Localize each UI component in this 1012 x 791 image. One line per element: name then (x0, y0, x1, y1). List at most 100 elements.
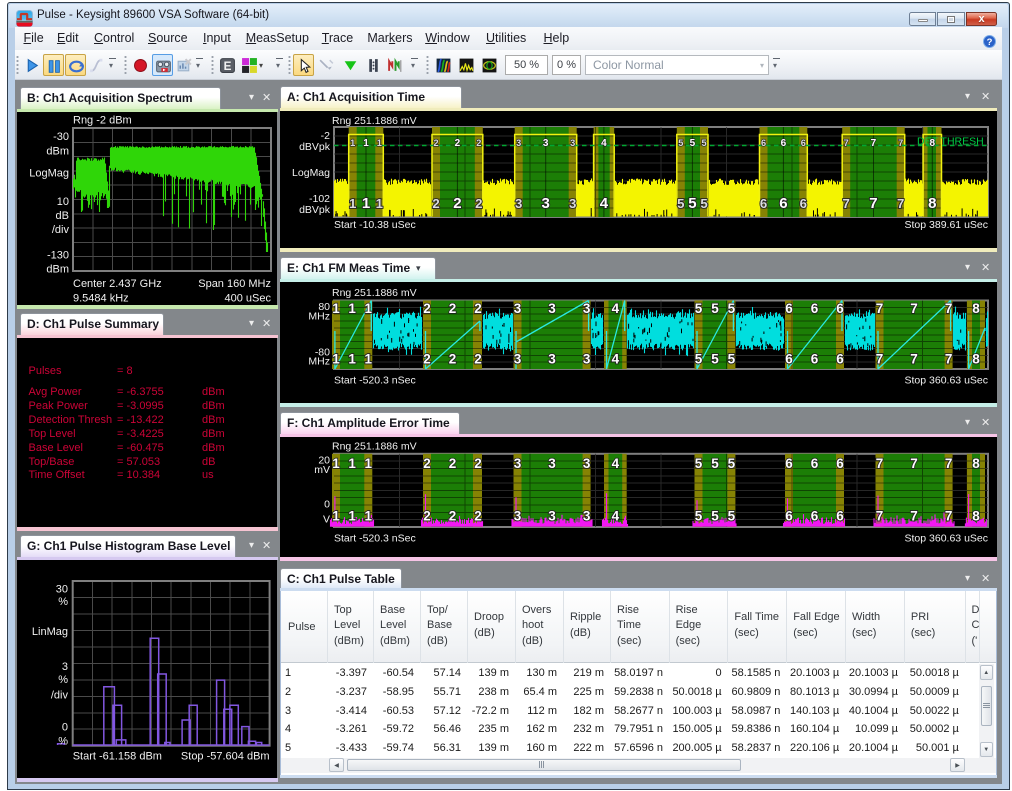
svg-text:7: 7 (910, 456, 918, 471)
svg-text:6: 6 (836, 301, 844, 316)
svg-text:7: 7 (876, 352, 884, 367)
svg-text:2: 2 (449, 301, 457, 316)
svg-text:3: 3 (514, 352, 522, 367)
svg-text:10: 10 (57, 196, 69, 208)
svg-text:5: 5 (728, 509, 736, 524)
svg-text:6: 6 (785, 509, 793, 524)
svg-text:3: 3 (583, 352, 591, 367)
svg-text:9.5484 kHz: 9.5484 kHz (73, 293, 129, 305)
svg-text:3: 3 (548, 509, 556, 524)
svg-text:dBVpk: dBVpk (299, 204, 331, 216)
svg-text:%: % (58, 674, 68, 686)
svg-text:2: 2 (423, 456, 431, 471)
svg-text:Stop 360.63 uSec: Stop 360.63 uSec (905, 375, 988, 387)
svg-text:7: 7 (945, 509, 953, 524)
svg-text:7: 7 (945, 301, 953, 316)
svg-text:2: 2 (474, 352, 482, 367)
svg-text:3: 3 (514, 301, 522, 316)
svg-text:2: 2 (474, 456, 482, 471)
svg-text:1: 1 (365, 456, 373, 471)
svg-text:4: 4 (612, 456, 620, 471)
svg-text:6: 6 (801, 138, 806, 148)
svg-text:5: 5 (677, 196, 684, 211)
svg-text:6: 6 (761, 138, 766, 148)
svg-text:Rng -2 dBm: Rng -2 dBm (73, 115, 132, 127)
svg-text:6: 6 (836, 352, 844, 367)
svg-text:-130: -130 (47, 250, 69, 262)
svg-text:2: 2 (475, 196, 482, 211)
svg-text:2: 2 (449, 509, 457, 524)
svg-text:6: 6 (811, 301, 819, 316)
svg-text:20: 20 (318, 455, 330, 467)
svg-text:1: 1 (348, 352, 356, 367)
svg-text:3: 3 (543, 138, 549, 149)
svg-text:3: 3 (570, 138, 575, 148)
svg-text:/div: /div (52, 224, 70, 236)
svg-text:E: E (224, 60, 232, 73)
svg-text:6: 6 (811, 456, 819, 471)
svg-text:4: 4 (612, 301, 620, 316)
svg-text:-80: -80 (315, 347, 330, 359)
svg-text:LinMag: LinMag (32, 626, 68, 638)
svg-text:2: 2 (453, 195, 461, 212)
svg-text:1: 1 (365, 509, 373, 524)
svg-text:Rng 251.1886 mV: Rng 251.1886 mV (332, 441, 417, 453)
svg-text:2: 2 (474, 301, 482, 316)
svg-text:6: 6 (779, 195, 787, 212)
svg-text:2: 2 (423, 509, 431, 524)
svg-text:3: 3 (514, 509, 522, 524)
svg-text:7: 7 (876, 456, 884, 471)
svg-text:3: 3 (548, 456, 556, 471)
svg-text:5: 5 (700, 196, 707, 211)
svg-text:3: 3 (514, 456, 522, 471)
svg-text:1: 1 (349, 196, 356, 211)
svg-text:5: 5 (690, 138, 696, 149)
svg-text:30: 30 (56, 583, 68, 595)
svg-text:5: 5 (728, 301, 736, 316)
svg-text:1: 1 (365, 352, 373, 367)
svg-text:/div: /div (51, 690, 69, 702)
svg-text:DET THRESH: DET THRESH (917, 136, 984, 148)
svg-text:%: % (58, 736, 68, 748)
svg-text:4: 4 (612, 352, 620, 367)
svg-text:5: 5 (695, 456, 703, 471)
svg-text:?: ? (987, 37, 993, 48)
svg-text:1: 1 (350, 138, 355, 148)
svg-text:-2: -2 (321, 130, 330, 142)
svg-text:7: 7 (843, 196, 850, 211)
svg-text:6: 6 (760, 196, 767, 211)
svg-text:3: 3 (569, 196, 576, 211)
svg-text:MHz: MHz (308, 356, 330, 368)
svg-text:2: 2 (423, 352, 431, 367)
svg-text:8: 8 (972, 301, 980, 316)
svg-text:5: 5 (728, 352, 736, 367)
svg-text:6: 6 (785, 301, 793, 316)
svg-text:3: 3 (516, 138, 521, 148)
svg-text:8: 8 (972, 456, 980, 471)
svg-text:3: 3 (62, 661, 68, 673)
svg-text:6: 6 (811, 352, 819, 367)
svg-text:3: 3 (583, 301, 591, 316)
svg-text:Rng 251.1886 mV: Rng 251.1886 mV (332, 287, 417, 299)
svg-text:2: 2 (455, 138, 461, 149)
svg-text:7: 7 (876, 509, 884, 524)
svg-text:2: 2 (433, 138, 438, 148)
svg-text:MHz: MHz (308, 311, 330, 323)
svg-text:8: 8 (972, 509, 980, 524)
svg-text:0: 0 (62, 721, 68, 733)
svg-text:1: 1 (348, 456, 356, 471)
svg-text:dBm: dBm (46, 146, 69, 158)
svg-text:5: 5 (695, 352, 703, 367)
svg-text:1: 1 (348, 301, 356, 316)
svg-text:1: 1 (377, 138, 382, 148)
svg-text:7: 7 (910, 509, 918, 524)
svg-text:LogMag: LogMag (29, 168, 69, 180)
svg-text:1: 1 (348, 509, 356, 524)
svg-text:5: 5 (711, 456, 719, 471)
svg-text:3: 3 (515, 196, 522, 211)
svg-text:Span 160 MHz: Span 160 MHz (198, 278, 271, 290)
svg-text:7: 7 (869, 195, 877, 212)
svg-text:-30: -30 (53, 131, 69, 143)
svg-text:5: 5 (695, 509, 703, 524)
svg-text:6: 6 (800, 196, 807, 211)
